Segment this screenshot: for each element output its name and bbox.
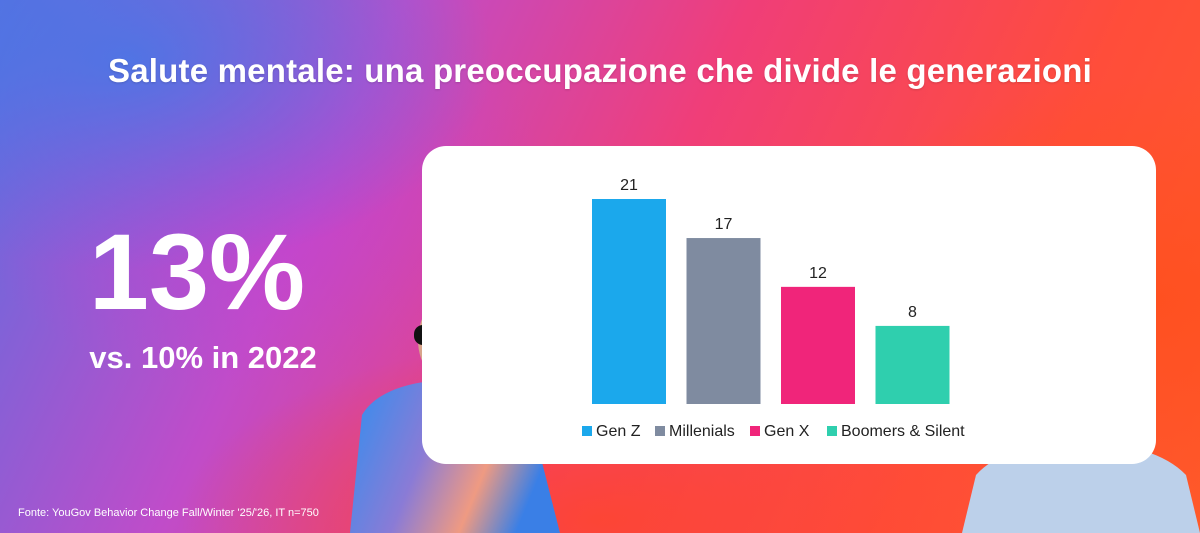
- legend-label-2: Gen X: [764, 423, 810, 440]
- bar-chart: 21 17 12 8 Gen Z Millenials Gen X Boomers & Sil…: [582, 177, 965, 440]
- legend-label-3: Boomers & Silent: [841, 423, 965, 440]
- chart-card: 21 17 12 8 Gen Z Millenials Gen X Boomers & Sil…: [422, 146, 1156, 464]
- bar-0: [592, 199, 666, 404]
- legend-label-1: Millenials: [669, 423, 735, 440]
- bar-1: [686, 238, 761, 404]
- legend-swatch-0: [582, 426, 592, 436]
- legend-swatch-3: [827, 426, 837, 436]
- bar-2: [781, 286, 855, 404]
- source-note: Fonte: YouGov Behavior Change Fall/Winte…: [18, 507, 319, 519]
- data-label-0: 21: [620, 177, 638, 194]
- data-label-1: 17: [715, 216, 733, 233]
- page-title: Salute mentale: una preoccupazione che d…: [108, 52, 1092, 89]
- legend-label-0: Gen Z: [596, 423, 641, 440]
- data-label-2: 12: [809, 265, 827, 282]
- headline-percentage: 13%: [88, 211, 306, 332]
- comparison-text: vs. 10% in 2022: [89, 340, 317, 375]
- bar-3: [875, 325, 950, 404]
- data-label-3: 8: [908, 304, 917, 321]
- legend-swatch-1: [655, 426, 665, 436]
- legend-swatch-2: [750, 426, 760, 436]
